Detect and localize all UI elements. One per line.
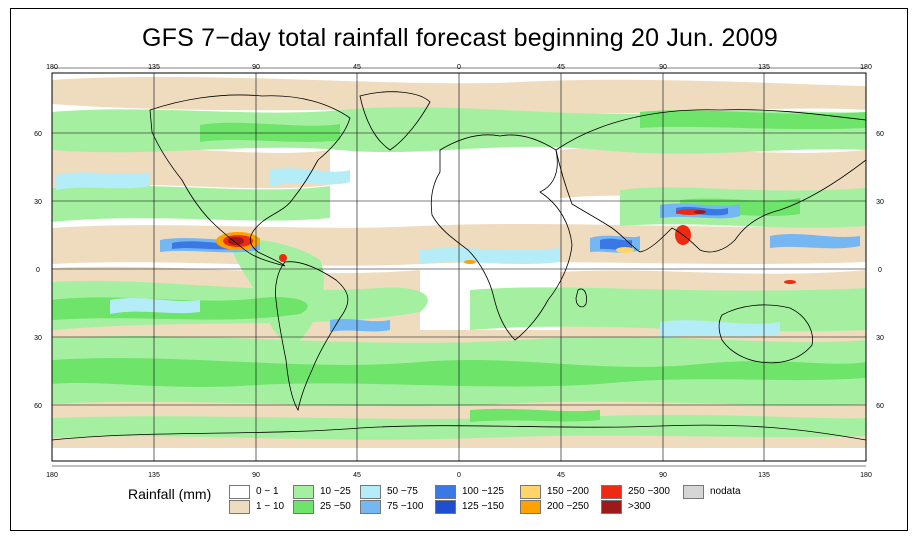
tick-marks xyxy=(52,67,866,467)
lon-label: 45 xyxy=(557,472,565,479)
lat-label: 60 xyxy=(876,131,884,138)
lat-label: 30 xyxy=(34,335,42,342)
lon-label: 90 xyxy=(252,64,260,71)
lat-label: 0 xyxy=(36,267,40,274)
legend-label: 50 −75 xyxy=(387,486,418,497)
map-title: GFS 7−day total rainfall forecast beginn… xyxy=(142,24,778,52)
lon-label: 180 xyxy=(860,472,872,479)
legend-swatch xyxy=(293,485,314,499)
lat-label: 60 xyxy=(876,403,884,410)
legend-title: Rainfall (mm) xyxy=(128,486,212,502)
lon-labels-bottom: 180 135 90 45 0 45 90 135 180 xyxy=(46,472,872,479)
legend-label: 75 −100 xyxy=(387,501,424,512)
lat-label: 30 xyxy=(876,335,884,342)
lon-label: 90 xyxy=(659,64,667,71)
legend-label: 250 −300 xyxy=(628,486,670,497)
lon-labels-top: 180 135 90 45 0 45 90 135 180 xyxy=(46,64,872,71)
rain-heavy-cores xyxy=(216,209,796,284)
legend-swatch xyxy=(360,500,381,514)
lon-label: 45 xyxy=(353,64,361,71)
lat-label: 30 xyxy=(876,199,884,206)
legend-swatch xyxy=(229,500,250,514)
legend-label: nodata xyxy=(710,486,741,497)
legend-label: 150 −200 xyxy=(547,486,589,497)
lon-label: 0 xyxy=(457,64,461,71)
lon-label: 45 xyxy=(557,64,565,71)
legend-swatch xyxy=(683,485,704,499)
map-border xyxy=(51,72,867,462)
legend-label: 10 −25 xyxy=(320,486,351,497)
lon-label: 180 xyxy=(46,64,58,71)
lon-label: 0 xyxy=(457,472,461,479)
figure-frame xyxy=(10,8,908,531)
lon-label: 135 xyxy=(148,472,160,479)
legend-swatch xyxy=(601,500,622,514)
legend-label: 0 − 1 xyxy=(256,486,279,497)
coastlines xyxy=(52,91,866,441)
legend-swatch xyxy=(293,500,314,514)
legend-label: 1 − 10 xyxy=(256,501,285,512)
rain-10-25-zone xyxy=(52,107,866,440)
legend-swatch xyxy=(360,485,381,499)
lat-label: 30 xyxy=(34,199,42,206)
lat-label: 0 xyxy=(878,267,882,274)
legend-swatch xyxy=(435,485,456,499)
lat-label: 60 xyxy=(34,403,42,410)
lon-label: 135 xyxy=(148,64,160,71)
lon-label: 180 xyxy=(46,472,58,479)
lat-label: 60 xyxy=(34,131,42,138)
lon-label: 135 xyxy=(758,64,770,71)
legend-label: 25 −50 xyxy=(320,501,351,512)
lon-label: 180 xyxy=(860,64,872,71)
lat-labels-left: 60 30 0 30 60 xyxy=(34,131,42,410)
legend-label: 100 −125 xyxy=(462,486,504,497)
lon-label: 90 xyxy=(252,472,260,479)
lon-label: 90 xyxy=(659,472,667,479)
legend-label: 125 −150 xyxy=(462,501,504,512)
lat-labels-right: 60 30 0 30 60 xyxy=(876,131,884,410)
legend-swatch xyxy=(520,485,541,499)
legend-swatch xyxy=(520,500,541,514)
rainfall-fields xyxy=(52,76,866,448)
legend-label: >300 xyxy=(628,501,651,512)
graticule xyxy=(52,73,866,461)
lon-label: 45 xyxy=(353,472,361,479)
lon-label: 135 xyxy=(758,472,770,479)
rain-50-75-zone xyxy=(56,168,780,338)
legend-swatch xyxy=(601,485,622,499)
legend-swatch xyxy=(435,500,456,514)
legend-swatch xyxy=(229,485,250,499)
legend-label: 200 −250 xyxy=(547,501,589,512)
